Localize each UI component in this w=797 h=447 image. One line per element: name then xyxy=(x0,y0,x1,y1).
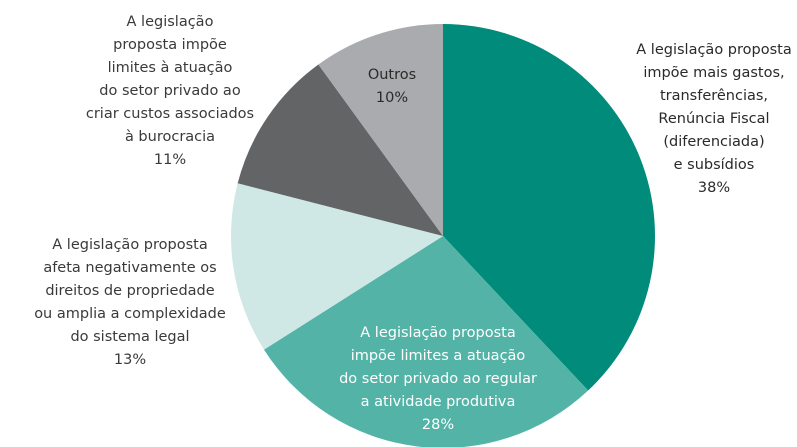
slice-label: (diferenciada) xyxy=(663,134,764,150)
slice-label: proposta impõe xyxy=(113,37,227,53)
slice-label: a atividade produtiva xyxy=(361,394,516,410)
slice-label: ou amplia a complexidade xyxy=(34,306,226,322)
slice-label: do sistema legal xyxy=(70,329,189,345)
slice-label: A legislação xyxy=(127,14,214,30)
slice-label: Outros xyxy=(368,67,416,83)
slice-label: limites à atuação xyxy=(108,60,233,76)
pie-slice xyxy=(264,236,589,447)
slice-label: impõe limites a atuação xyxy=(351,348,526,364)
pie-slice xyxy=(231,183,443,350)
slice-label: à burocracia xyxy=(125,129,215,145)
value-label: 13% xyxy=(114,352,146,368)
value-label: 38% xyxy=(698,180,730,196)
value-label: 10% xyxy=(376,90,408,106)
slice-label: direitos de propriedade xyxy=(45,283,214,299)
slice-label: e subsídios xyxy=(674,157,755,173)
slice-label: Renúncia Fiscal xyxy=(658,111,769,127)
pie-slice xyxy=(443,24,655,391)
slice-label: A legislação proposta xyxy=(636,42,791,58)
value-label: 28% xyxy=(422,417,454,433)
slice-label: impõe mais gastos, xyxy=(643,65,784,81)
slice-label: afeta negativamente os xyxy=(43,260,216,276)
pie-slice xyxy=(318,24,443,236)
slice-label: criar custos associados xyxy=(86,106,254,122)
slice-label: A legislação proposta xyxy=(52,237,207,253)
pie-slice xyxy=(237,64,443,236)
value-label: 11% xyxy=(154,152,186,168)
slice-label: transferências, xyxy=(660,88,768,104)
slice-label: A legislação proposta xyxy=(360,325,515,341)
slice-label: do setor privado ao xyxy=(99,83,241,99)
slice-label: do setor privado ao regular xyxy=(339,371,537,387)
